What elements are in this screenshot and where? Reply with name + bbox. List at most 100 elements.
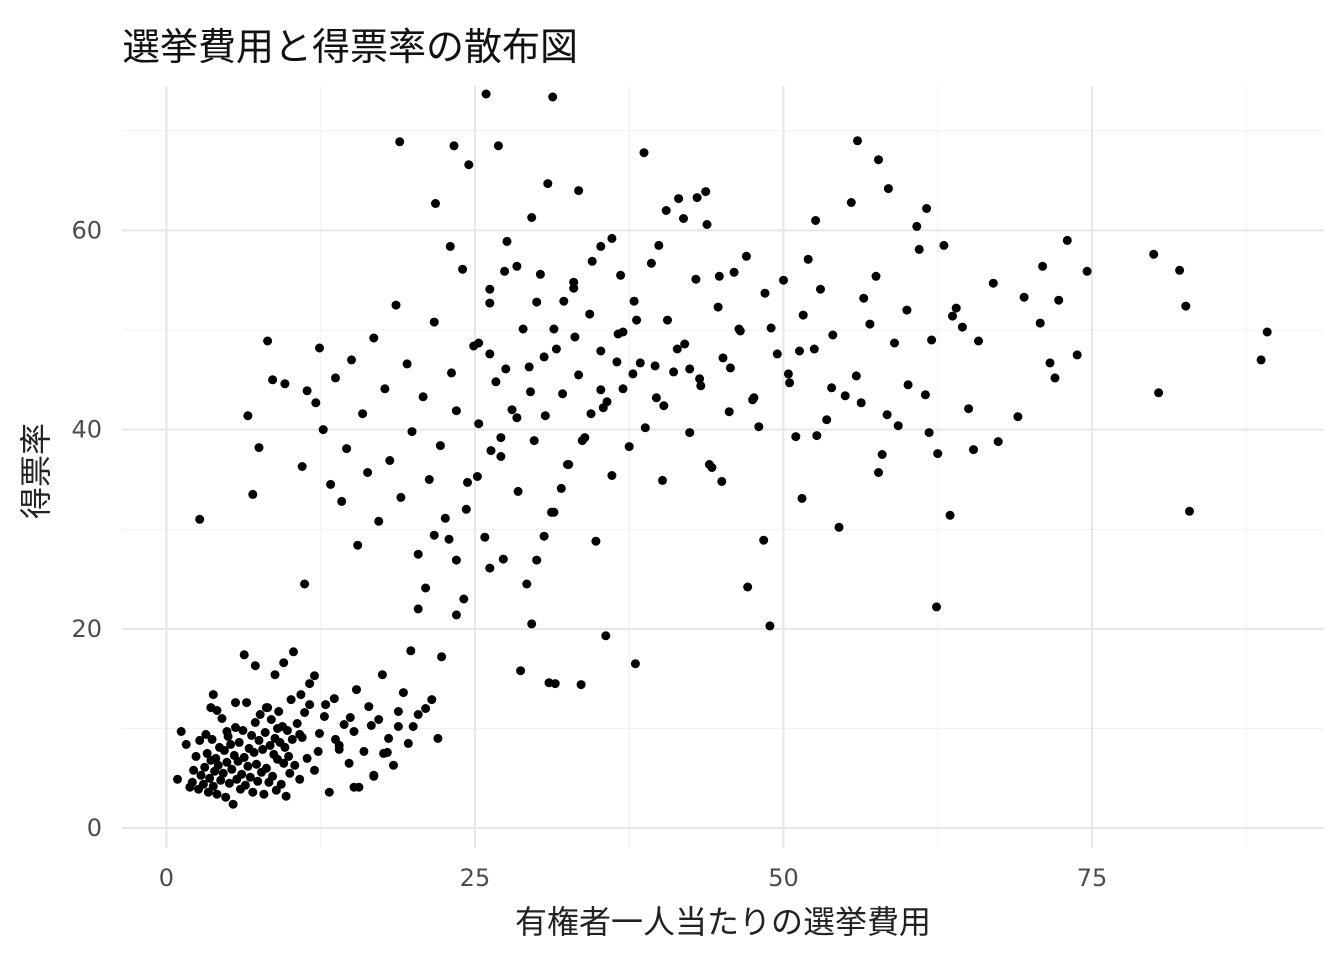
data-point xyxy=(431,199,440,208)
data-point xyxy=(276,779,286,789)
data-point xyxy=(624,442,634,452)
data-point xyxy=(1149,249,1159,259)
data-point xyxy=(856,398,866,408)
data-point xyxy=(714,271,724,281)
data-point xyxy=(865,319,875,329)
x-tick-label: 50 xyxy=(768,864,799,892)
data-point xyxy=(255,710,265,719)
data-point xyxy=(212,789,222,799)
data-point xyxy=(250,661,260,671)
data-point xyxy=(1038,261,1048,271)
data-point xyxy=(300,708,310,717)
data-point xyxy=(882,410,892,420)
data-point xyxy=(429,530,439,540)
data-point xyxy=(464,160,474,170)
data-point xyxy=(273,724,282,733)
data-point xyxy=(543,179,553,189)
data-point xyxy=(279,758,289,768)
data-point xyxy=(463,477,472,487)
data-point xyxy=(219,745,229,755)
data-point xyxy=(253,776,263,786)
data-point xyxy=(239,752,249,762)
data-point xyxy=(359,746,369,756)
data-point xyxy=(393,722,403,731)
x-axis-title: 有権者一人当たりの選挙費用 xyxy=(514,903,931,941)
data-point xyxy=(1175,265,1185,275)
data-point xyxy=(319,712,329,721)
data-point xyxy=(403,738,413,748)
data-point xyxy=(396,492,406,502)
data-point xyxy=(933,449,943,459)
data-point xyxy=(203,787,213,797)
data-point xyxy=(759,535,769,545)
data-point xyxy=(292,719,302,728)
x-axis-tick-labels: 0 25 50 75 xyxy=(159,864,1107,892)
data-point xyxy=(406,646,416,656)
data-point xyxy=(364,702,374,712)
data-point xyxy=(754,422,764,432)
data-point xyxy=(329,694,339,704)
data-point xyxy=(791,432,801,442)
data-point xyxy=(639,148,649,158)
data-points xyxy=(173,89,1272,809)
data-point xyxy=(526,387,535,397)
data-point xyxy=(659,401,669,411)
data-point xyxy=(226,739,236,749)
data-point xyxy=(924,428,934,438)
data-point xyxy=(988,278,998,288)
data-point xyxy=(248,787,258,797)
data-point xyxy=(1013,412,1023,422)
data-point xyxy=(295,729,305,739)
data-point xyxy=(1185,506,1194,516)
data-point xyxy=(311,398,321,408)
data-point xyxy=(222,727,232,736)
data-point xyxy=(512,413,522,423)
data-point xyxy=(646,258,656,268)
data-point xyxy=(393,707,403,716)
data-point xyxy=(474,338,484,348)
data-point xyxy=(798,310,808,320)
data-point xyxy=(366,721,376,730)
data-point xyxy=(254,443,264,453)
data-point xyxy=(222,757,232,767)
data-point xyxy=(811,216,821,225)
data-point xyxy=(549,507,559,517)
data-point xyxy=(353,540,363,550)
data-point xyxy=(540,411,550,421)
data-point xyxy=(612,357,622,367)
data-point xyxy=(570,332,580,342)
data-point xyxy=(674,194,684,204)
data-point xyxy=(680,339,690,349)
data-point xyxy=(834,522,844,532)
data-point xyxy=(532,555,542,565)
data-point xyxy=(398,688,408,698)
data-point xyxy=(513,486,523,496)
data-point xyxy=(250,718,260,727)
data-point xyxy=(296,690,306,700)
data-point xyxy=(382,747,392,757)
data-point xyxy=(369,771,379,781)
data-point xyxy=(331,734,340,744)
data-point xyxy=(472,472,482,481)
data-point xyxy=(485,284,495,294)
data-point xyxy=(585,309,595,319)
data-point xyxy=(284,751,294,761)
data-point xyxy=(318,425,328,435)
data-point xyxy=(920,390,930,400)
data-point xyxy=(1045,358,1055,368)
data-point xyxy=(270,670,280,680)
data-point xyxy=(248,489,258,499)
data-point xyxy=(596,346,606,356)
y-tick-label: 40 xyxy=(71,416,102,444)
data-point xyxy=(369,333,379,343)
data-point xyxy=(337,496,347,506)
data-point xyxy=(576,680,586,690)
data-point xyxy=(349,782,359,792)
data-point xyxy=(207,734,217,744)
data-point xyxy=(596,241,606,251)
data-point xyxy=(974,336,983,346)
data-point xyxy=(258,744,268,754)
data-point xyxy=(877,450,887,459)
data-point xyxy=(663,315,672,325)
data-point xyxy=(939,240,949,250)
